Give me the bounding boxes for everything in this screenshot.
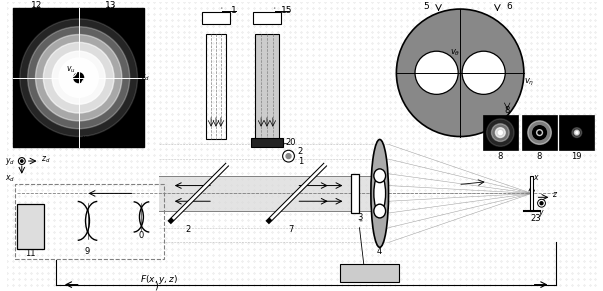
Text: ): ): [154, 281, 158, 291]
Bar: [530, 176, 533, 211]
Circle shape: [28, 27, 130, 129]
Bar: [253, 12, 280, 24]
Text: 8: 8: [497, 152, 503, 161]
Circle shape: [52, 51, 105, 104]
Bar: [15, 184, 164, 259]
Circle shape: [415, 51, 458, 94]
Circle shape: [528, 121, 551, 144]
Text: 8: 8: [505, 106, 510, 115]
Text: 24: 24: [365, 271, 375, 280]
Bar: [522, 115, 557, 150]
Text: 2: 2: [298, 147, 303, 156]
Text: 0: 0: [139, 231, 144, 240]
Circle shape: [20, 19, 137, 136]
Circle shape: [576, 132, 578, 134]
Bar: [559, 115, 595, 150]
Ellipse shape: [374, 204, 385, 218]
Text: 19: 19: [572, 152, 582, 161]
Text: $y_d$: $y_d$: [140, 72, 151, 83]
Text: 9: 9: [85, 247, 90, 256]
Circle shape: [537, 130, 543, 136]
Text: 6: 6: [507, 2, 512, 10]
Bar: [482, 115, 518, 150]
Bar: [202, 12, 230, 24]
Text: 13: 13: [106, 1, 117, 10]
Text: 3: 3: [357, 213, 362, 222]
Text: 23: 23: [530, 214, 541, 223]
Bar: [341, 264, 399, 282]
Text: 1: 1: [298, 157, 303, 166]
Bar: [17, 204, 45, 249]
Text: 12: 12: [31, 1, 42, 10]
Ellipse shape: [374, 175, 385, 212]
Text: 5: 5: [423, 2, 429, 10]
Text: 11: 11: [25, 249, 36, 258]
Circle shape: [283, 150, 294, 162]
Circle shape: [286, 154, 291, 159]
Circle shape: [66, 65, 92, 91]
Ellipse shape: [371, 139, 388, 247]
Text: 8: 8: [537, 152, 542, 161]
Circle shape: [575, 130, 579, 135]
Text: $y_d$: $y_d$: [5, 156, 15, 166]
Circle shape: [462, 51, 505, 94]
Circle shape: [540, 202, 543, 205]
Text: $F(x,y,z)$: $F(x,y,z)$: [140, 273, 178, 286]
Circle shape: [572, 128, 582, 138]
Text: $v_\theta$: $v_\theta$: [450, 48, 461, 58]
Text: $v_u$: $v_u$: [66, 65, 76, 75]
Circle shape: [74, 73, 84, 83]
Ellipse shape: [374, 169, 385, 183]
Text: 4: 4: [377, 247, 382, 256]
Bar: [352, 174, 359, 213]
Text: 2: 2: [186, 225, 191, 234]
Circle shape: [59, 58, 98, 97]
Circle shape: [538, 131, 541, 134]
Circle shape: [491, 124, 509, 141]
Circle shape: [532, 126, 546, 139]
Circle shape: [18, 158, 25, 164]
Text: 1: 1: [231, 6, 236, 15]
Bar: [251, 139, 283, 147]
Circle shape: [496, 128, 505, 138]
Text: $z$: $z$: [552, 190, 558, 199]
Text: 7: 7: [488, 138, 493, 147]
Circle shape: [487, 119, 514, 146]
Text: $x_d$: $x_d$: [5, 173, 15, 184]
Text: $v_\eta$: $v_\eta$: [523, 77, 534, 88]
Circle shape: [43, 42, 114, 113]
Text: 15: 15: [281, 6, 292, 15]
Circle shape: [498, 131, 502, 134]
Circle shape: [538, 199, 546, 207]
Bar: [13, 8, 144, 147]
Circle shape: [36, 35, 122, 121]
Bar: [159, 176, 370, 211]
Circle shape: [71, 70, 86, 86]
Text: $x_d$: $x_d$: [81, 135, 91, 146]
Bar: [206, 33, 226, 139]
Bar: [255, 33, 279, 139]
Circle shape: [21, 160, 23, 162]
Text: 20: 20: [285, 138, 295, 147]
Text: $z_d$: $z_d$: [40, 155, 50, 165]
Circle shape: [396, 9, 524, 136]
Text: $y$: $y$: [538, 207, 545, 219]
Text: $x$: $x$: [533, 173, 540, 182]
Text: 7: 7: [289, 225, 294, 234]
